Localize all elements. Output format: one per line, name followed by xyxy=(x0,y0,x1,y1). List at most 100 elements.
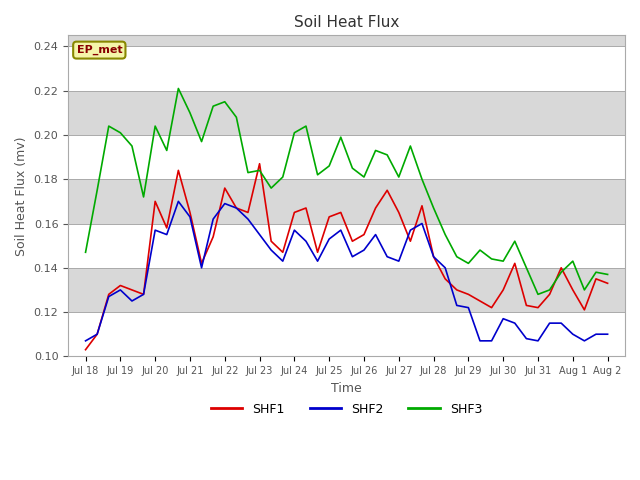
SHF2 xyxy=(140,291,147,297)
SHF1 xyxy=(163,225,171,231)
SHF2 xyxy=(418,221,426,227)
SHF3 xyxy=(429,205,437,211)
SHF3 xyxy=(314,172,321,178)
SHF3 xyxy=(522,265,530,271)
SHF3 xyxy=(186,110,194,116)
SHF1 xyxy=(465,291,472,297)
SHF3 xyxy=(395,174,403,180)
SHF3 xyxy=(140,194,147,200)
SHF1 xyxy=(314,250,321,255)
SHF3 xyxy=(268,185,275,191)
SHF2 xyxy=(604,331,611,337)
SHF2 xyxy=(256,232,264,238)
SHF2 xyxy=(465,305,472,311)
SHF2 xyxy=(116,287,124,293)
SHF1 xyxy=(186,210,194,216)
SHF2 xyxy=(268,247,275,253)
Bar xyxy=(68,91,625,135)
SHF2 xyxy=(198,265,205,271)
SHF2 xyxy=(221,201,228,206)
SHF1 xyxy=(128,287,136,293)
SHF3 xyxy=(337,134,344,140)
SHF3 xyxy=(465,261,472,266)
SHF3 xyxy=(291,130,298,136)
SHF2 xyxy=(314,258,321,264)
Legend: SHF1, SHF2, SHF3: SHF1, SHF2, SHF3 xyxy=(206,398,487,420)
X-axis label: Time: Time xyxy=(332,382,362,395)
SHF3 xyxy=(488,256,495,262)
SHF2 xyxy=(429,254,437,260)
Line: SHF3: SHF3 xyxy=(86,88,607,294)
SHF2 xyxy=(488,338,495,344)
SHF3 xyxy=(279,174,287,180)
SHF3 xyxy=(580,287,588,293)
SHF2 xyxy=(546,320,554,326)
SHF3 xyxy=(418,176,426,182)
SHF2 xyxy=(395,258,403,264)
SHF3 xyxy=(221,99,228,105)
SHF2 xyxy=(442,265,449,271)
SHF1 xyxy=(279,250,287,255)
SHF2 xyxy=(534,338,542,344)
SHF3 xyxy=(383,152,391,158)
SHF1 xyxy=(546,291,554,297)
SHF2 xyxy=(349,254,356,260)
SHF3 xyxy=(105,123,113,129)
SHF1 xyxy=(592,276,600,282)
SHF3 xyxy=(128,143,136,149)
SHF1 xyxy=(325,214,333,220)
SHF1 xyxy=(291,210,298,216)
SHF3 xyxy=(592,269,600,275)
SHF2 xyxy=(128,298,136,304)
SHF1 xyxy=(488,305,495,311)
SHF1 xyxy=(580,307,588,313)
Bar xyxy=(68,135,625,179)
SHF1 xyxy=(93,331,101,337)
SHF1 xyxy=(140,291,147,297)
SHF3 xyxy=(256,168,264,173)
SHF2 xyxy=(372,232,380,238)
SHF2 xyxy=(244,216,252,222)
SHF2 xyxy=(580,338,588,344)
SHF1 xyxy=(360,232,368,238)
Text: EP_met: EP_met xyxy=(77,45,122,55)
SHF3 xyxy=(546,287,554,293)
SHF3 xyxy=(198,139,205,144)
SHF1 xyxy=(105,291,113,297)
SHF3 xyxy=(442,232,449,238)
SHF3 xyxy=(511,239,518,244)
SHF1 xyxy=(221,185,228,191)
SHF2 xyxy=(163,232,171,238)
SHF2 xyxy=(105,294,113,300)
SHF2 xyxy=(337,227,344,233)
Y-axis label: Soil Heat Flux (mv): Soil Heat Flux (mv) xyxy=(15,136,28,255)
SHF2 xyxy=(325,236,333,242)
SHF3 xyxy=(569,258,577,264)
SHF3 xyxy=(93,187,101,193)
SHF3 xyxy=(325,163,333,169)
SHF3 xyxy=(476,247,484,253)
Title: Soil Heat Flux: Soil Heat Flux xyxy=(294,15,399,30)
SHF3 xyxy=(349,165,356,171)
SHF3 xyxy=(499,258,507,264)
SHF1 xyxy=(511,261,518,266)
SHF1 xyxy=(499,287,507,293)
SHF2 xyxy=(232,205,240,211)
SHF1 xyxy=(442,276,449,282)
SHF1 xyxy=(557,265,565,271)
SHF2 xyxy=(406,227,414,233)
SHF2 xyxy=(93,331,101,337)
SHF1 xyxy=(406,239,414,244)
SHF1 xyxy=(268,239,275,244)
SHF3 xyxy=(302,123,310,129)
SHF1 xyxy=(418,203,426,209)
SHF1 xyxy=(82,347,90,353)
SHF3 xyxy=(151,123,159,129)
SHF3 xyxy=(82,250,90,255)
SHF1 xyxy=(116,283,124,288)
SHF1 xyxy=(256,161,264,167)
SHF3 xyxy=(534,291,542,297)
SHF1 xyxy=(476,298,484,304)
SHF3 xyxy=(175,85,182,91)
SHF1 xyxy=(453,287,461,293)
